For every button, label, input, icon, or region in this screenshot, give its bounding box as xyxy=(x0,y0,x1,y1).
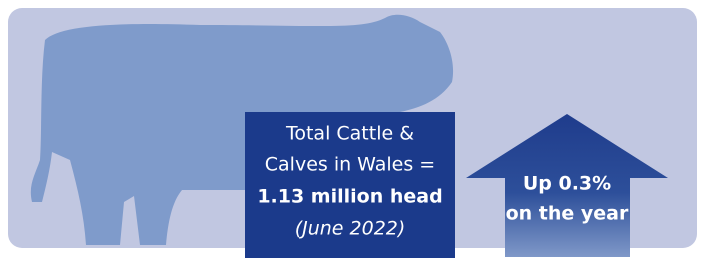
info-line: Calves in Wales = xyxy=(265,154,435,176)
arrow-line: Up 0.3% xyxy=(523,173,611,195)
info-highlight: 1.13 million head xyxy=(257,186,442,208)
page: Total Cattle & Calves in Wales = 1.13 mi… xyxy=(0,0,705,261)
infographic: Total Cattle & Calves in Wales = 1.13 mi… xyxy=(0,0,705,261)
arrow-line: on the year xyxy=(506,203,629,225)
info-date: (June 2022) xyxy=(295,218,406,240)
info-line: Total Cattle & xyxy=(285,123,414,145)
